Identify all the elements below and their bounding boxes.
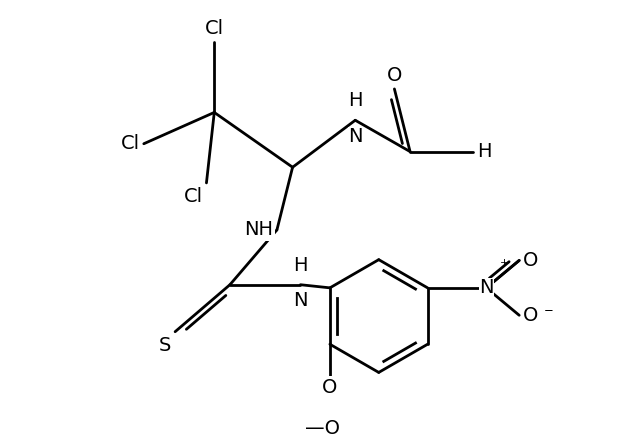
Text: O: O bbox=[523, 306, 538, 325]
Text: N: N bbox=[348, 127, 362, 146]
Text: H: H bbox=[293, 256, 308, 274]
Text: N: N bbox=[293, 291, 308, 310]
Text: S: S bbox=[159, 336, 171, 354]
Text: H: H bbox=[477, 142, 491, 161]
Text: NH: NH bbox=[244, 220, 273, 239]
Text: H: H bbox=[348, 91, 362, 110]
Text: N: N bbox=[479, 278, 493, 297]
Text: Cl: Cl bbox=[121, 134, 140, 153]
Text: O: O bbox=[322, 378, 337, 397]
Text: Cl: Cl bbox=[184, 187, 202, 206]
Text: O: O bbox=[523, 251, 538, 270]
Text: —O: —O bbox=[305, 419, 340, 437]
Text: Cl: Cl bbox=[205, 19, 224, 38]
Text: $^+$: $^+$ bbox=[497, 259, 509, 274]
Text: O: O bbox=[387, 66, 402, 85]
Text: $^-$: $^-$ bbox=[541, 306, 554, 324]
